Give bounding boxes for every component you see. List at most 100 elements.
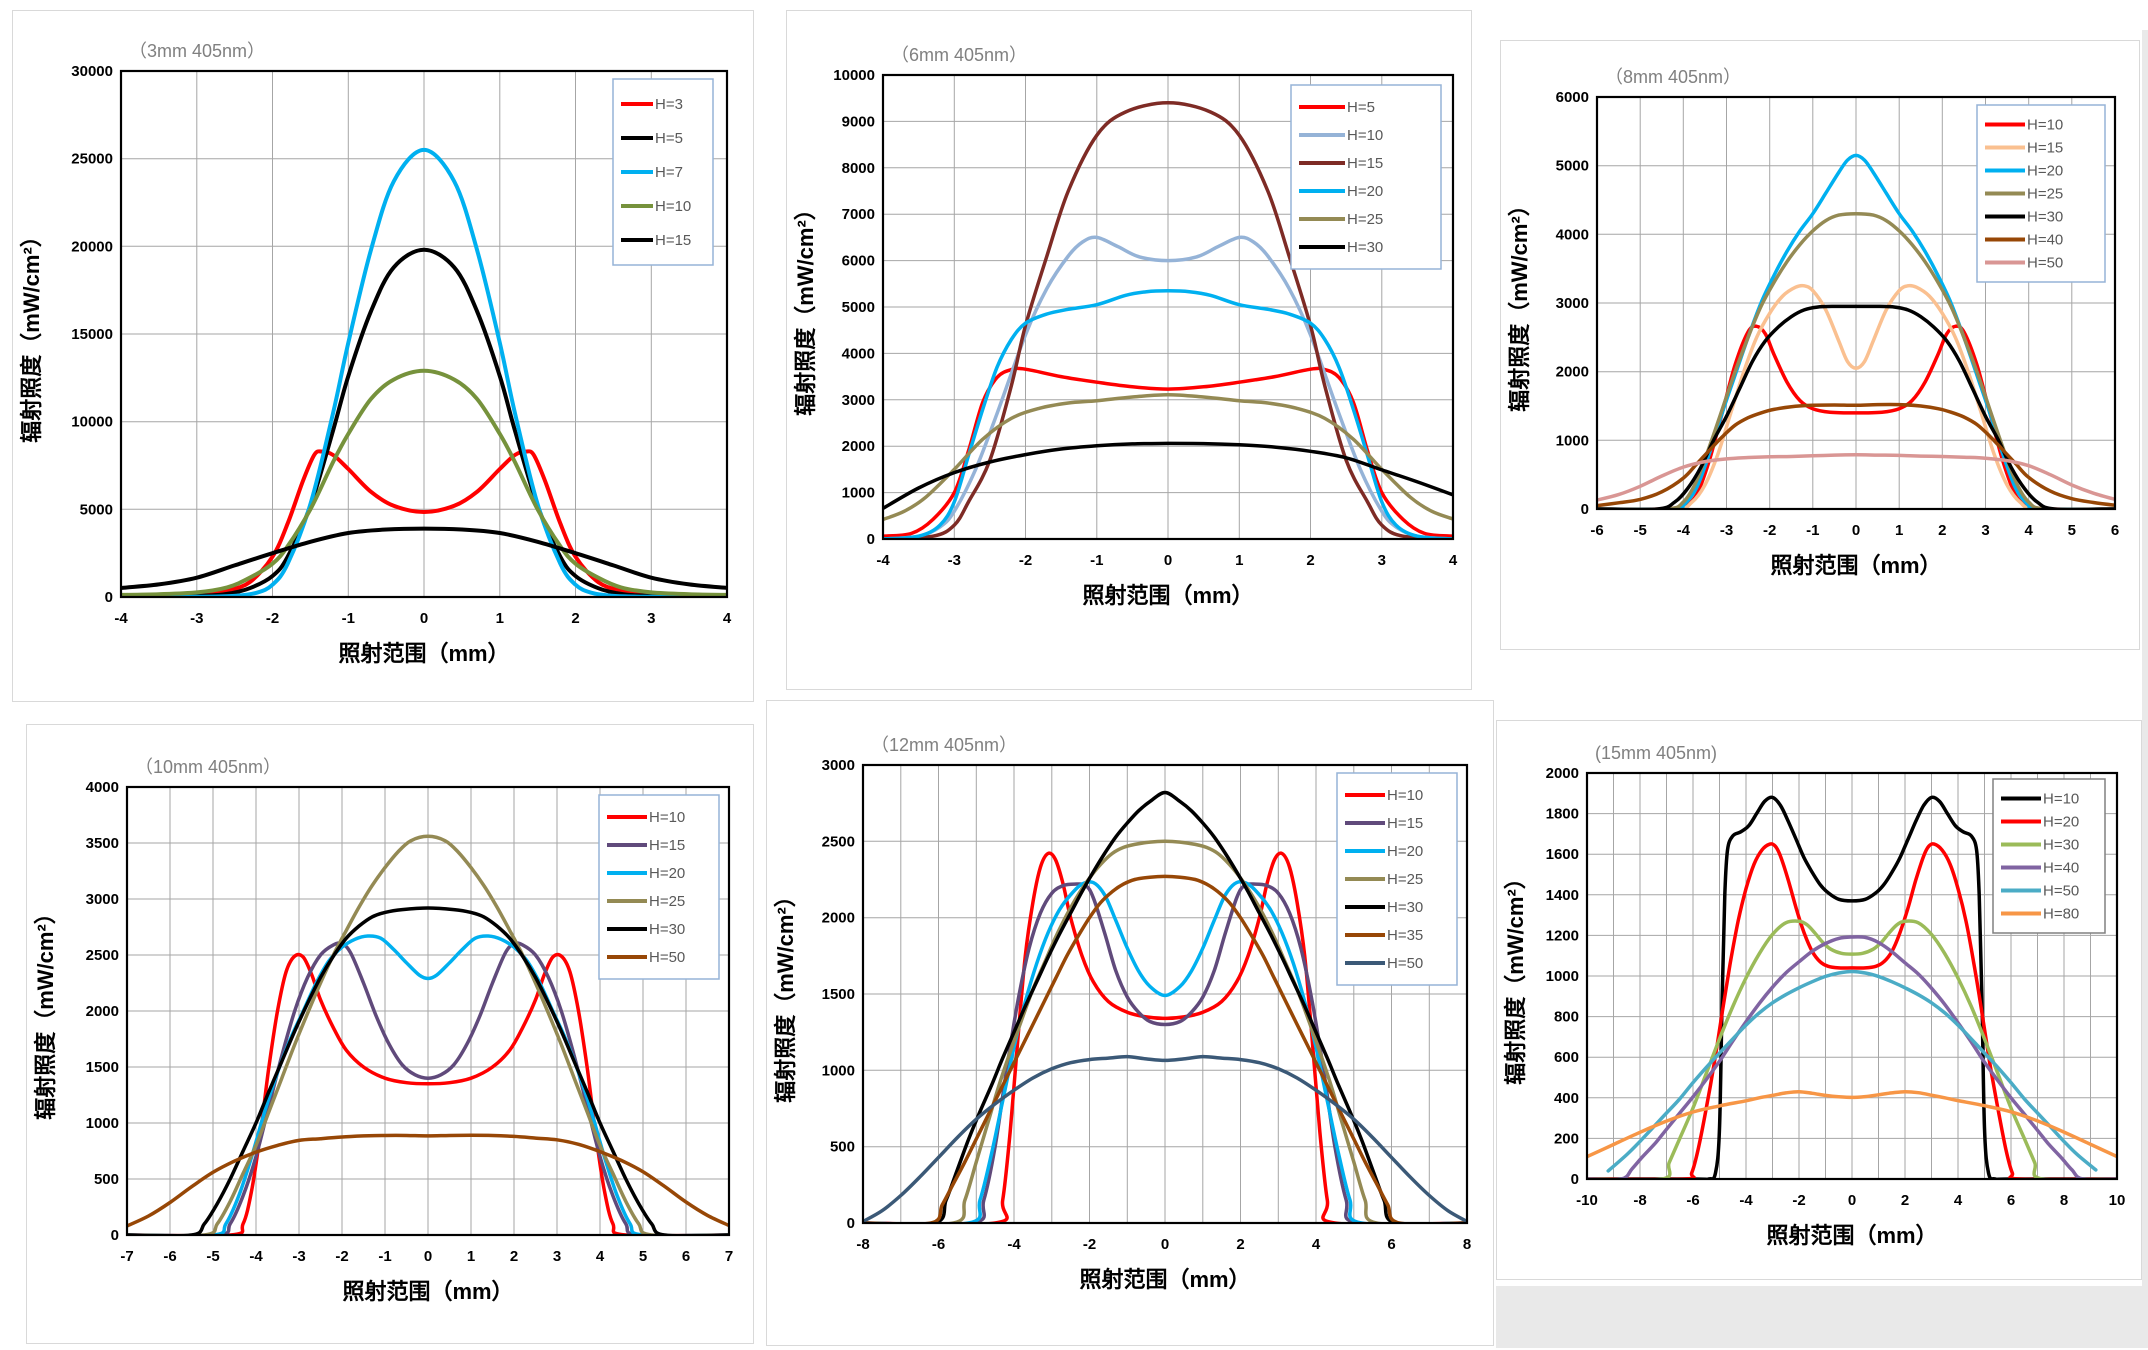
chart-6mm: 0 1000 2000 3000 4000 5000 6000 7000 8000 9000 100… xyxy=(793,45,1458,608)
y-tick-label: 500 xyxy=(830,1139,855,1156)
series-line-H=7 xyxy=(121,147,727,598)
y-tick-label: 1500 xyxy=(822,986,855,1003)
x-tick-label: -1 xyxy=(342,610,355,627)
x-tick-label: -4 xyxy=(1677,522,1691,539)
legend-item: H=15 xyxy=(1985,140,2063,157)
x-axis-title: 照射范围（mm） xyxy=(1770,553,1941,578)
y-axis-title: 辐射照度（mW/cm²） xyxy=(793,198,818,416)
legend-item: H=3 xyxy=(621,96,683,113)
x-tick-label: -2 xyxy=(1792,1192,1805,1209)
x-tick-label: 6 xyxy=(2111,522,2119,539)
legend-label: H=15 xyxy=(649,837,685,854)
series-line-H=10 xyxy=(863,851,1467,1224)
chart-panel-3mm: 0 5000 10000 15000 20000 25000 30000 -4 -3 -2 -1 0 1… xyxy=(12,10,754,702)
series-group xyxy=(127,834,729,1236)
legend-item: H=50 xyxy=(1985,255,2063,272)
y-tick-label: 0 xyxy=(847,1215,855,1232)
series-line-H=10 xyxy=(1587,795,2117,1180)
x-tick-label: 0 xyxy=(1852,522,1860,539)
series-line-H=30 xyxy=(863,790,1467,1224)
x-tick-label: -4 xyxy=(114,610,128,627)
x-tick-label: 10 xyxy=(2109,1192,2126,1209)
y-tick-label: 800 xyxy=(1554,1009,1579,1026)
series-line-H=30 xyxy=(127,906,729,1236)
legend-item: H=20 xyxy=(1299,183,1383,200)
legend-item: H=5 xyxy=(1299,99,1375,116)
legend-item: H=30 xyxy=(1299,239,1383,256)
x-tick-label: -3 xyxy=(1720,522,1733,539)
legend-item: H=30 xyxy=(607,921,685,938)
x-tick-label: -4 xyxy=(1739,1192,1753,1209)
legend-box xyxy=(598,794,720,980)
series-line-H=15 xyxy=(121,526,727,590)
legend-item: H=10 xyxy=(607,809,685,826)
series-line-H=30 xyxy=(1597,304,2115,510)
chart-10mm: 0 500 1000 1500 2000 2500 3000 3500 4000 -7 -6 -5 -4… xyxy=(33,757,733,1304)
y-tick-label: 10000 xyxy=(833,67,875,84)
y-tick-label: 600 xyxy=(1554,1049,1579,1066)
chart-title: （10mm 405nm） xyxy=(135,757,281,777)
series-line-H=40 xyxy=(1587,935,2117,1180)
x-tick-label: -5 xyxy=(206,1248,219,1265)
y-tick-label: 0 xyxy=(1571,1171,1579,1188)
y-tick-label: 6000 xyxy=(1556,89,1589,106)
x-tick-label: 6 xyxy=(2007,1192,2015,1209)
x-tick-label: 3 xyxy=(1981,522,1989,539)
legend-item: H=10 xyxy=(1345,787,1423,804)
x-tick-label: 4 xyxy=(723,610,732,627)
legend-item: H=15 xyxy=(1299,155,1383,172)
legend-label: H=15 xyxy=(1347,155,1383,172)
legend-item: H=20 xyxy=(2001,814,2079,831)
y-tick-label: 200 xyxy=(1554,1130,1579,1147)
x-tick-label: -2 xyxy=(1763,522,1776,539)
y-tick-label: 1000 xyxy=(86,1115,119,1132)
legend-label: H=10 xyxy=(649,809,685,826)
legend-label: H=40 xyxy=(2027,232,2063,249)
x-tick-label: -7 xyxy=(120,1248,133,1265)
x-tick-label: -5 xyxy=(1634,522,1647,539)
x-tick-label: -6 xyxy=(163,1248,176,1265)
x-tick-label: 5 xyxy=(2068,522,2076,539)
y-tick-label: 2000 xyxy=(842,438,875,455)
legend-label: H=30 xyxy=(1347,239,1383,256)
legend-item: H=50 xyxy=(607,949,685,966)
x-tick-label: -4 xyxy=(1007,1236,1021,1253)
y-tick-label: 2500 xyxy=(86,947,119,964)
x-tick-label: 4 xyxy=(1449,552,1458,569)
legend-label: H=10 xyxy=(1347,127,1383,144)
legend-item: H=25 xyxy=(1299,211,1383,228)
x-tick-label: 0 xyxy=(1848,1192,1856,1209)
x-tick-label: 3 xyxy=(647,610,655,627)
y-tick-label: 400 xyxy=(1554,1090,1579,1107)
legend-item: H=15 xyxy=(607,837,685,854)
legend-item: H=15 xyxy=(1345,815,1423,832)
x-tick-label: 4 xyxy=(2025,522,2034,539)
legend-item: H=7 xyxy=(621,164,683,181)
x-tick-label: -6 xyxy=(1686,1192,1699,1209)
plot-border xyxy=(1595,95,2117,511)
series-line-H=30 xyxy=(1587,919,2117,1180)
legend-label: H=20 xyxy=(2027,163,2063,180)
x-tick-label: 0 xyxy=(420,610,428,627)
legend-label: H=15 xyxy=(2027,140,2063,157)
legend: H=10 H=15 H=20 H=25 H=30 H=40 H=50 xyxy=(1976,104,2106,283)
y-tick-label: 500 xyxy=(94,1171,119,1188)
x-tick-label: -2 xyxy=(266,610,279,627)
chart-title: （6mm 405nm） xyxy=(891,45,1027,65)
legend-box xyxy=(1290,84,1442,270)
legend-item: H=15 xyxy=(621,232,691,249)
x-tick-label: 0 xyxy=(424,1248,432,1265)
y-tick-label: 3000 xyxy=(842,392,875,409)
x-tick-label: 4 xyxy=(1954,1192,1963,1209)
x-tick-label: 8 xyxy=(2060,1192,2068,1209)
chart-panel-8mm: 0 1000 2000 3000 4000 5000 6000 -6 -5 -4 -3 -2 -1 0 1 2… xyxy=(1500,40,2140,650)
legend-item: H=10 xyxy=(621,198,691,215)
x-tick-label: -3 xyxy=(948,552,961,569)
series-line-H=35 xyxy=(863,874,1467,1224)
plot-border xyxy=(1585,771,2119,1181)
y-tick-label: 0 xyxy=(1581,501,1589,518)
legend-label: H=25 xyxy=(1387,871,1423,888)
chart-3mm: 0 5000 10000 15000 20000 25000 30000 -4 -3 -2 -1 0 1… xyxy=(19,41,732,666)
legend-item: H=30 xyxy=(1345,899,1423,916)
series-line-H=25 xyxy=(127,834,729,1236)
